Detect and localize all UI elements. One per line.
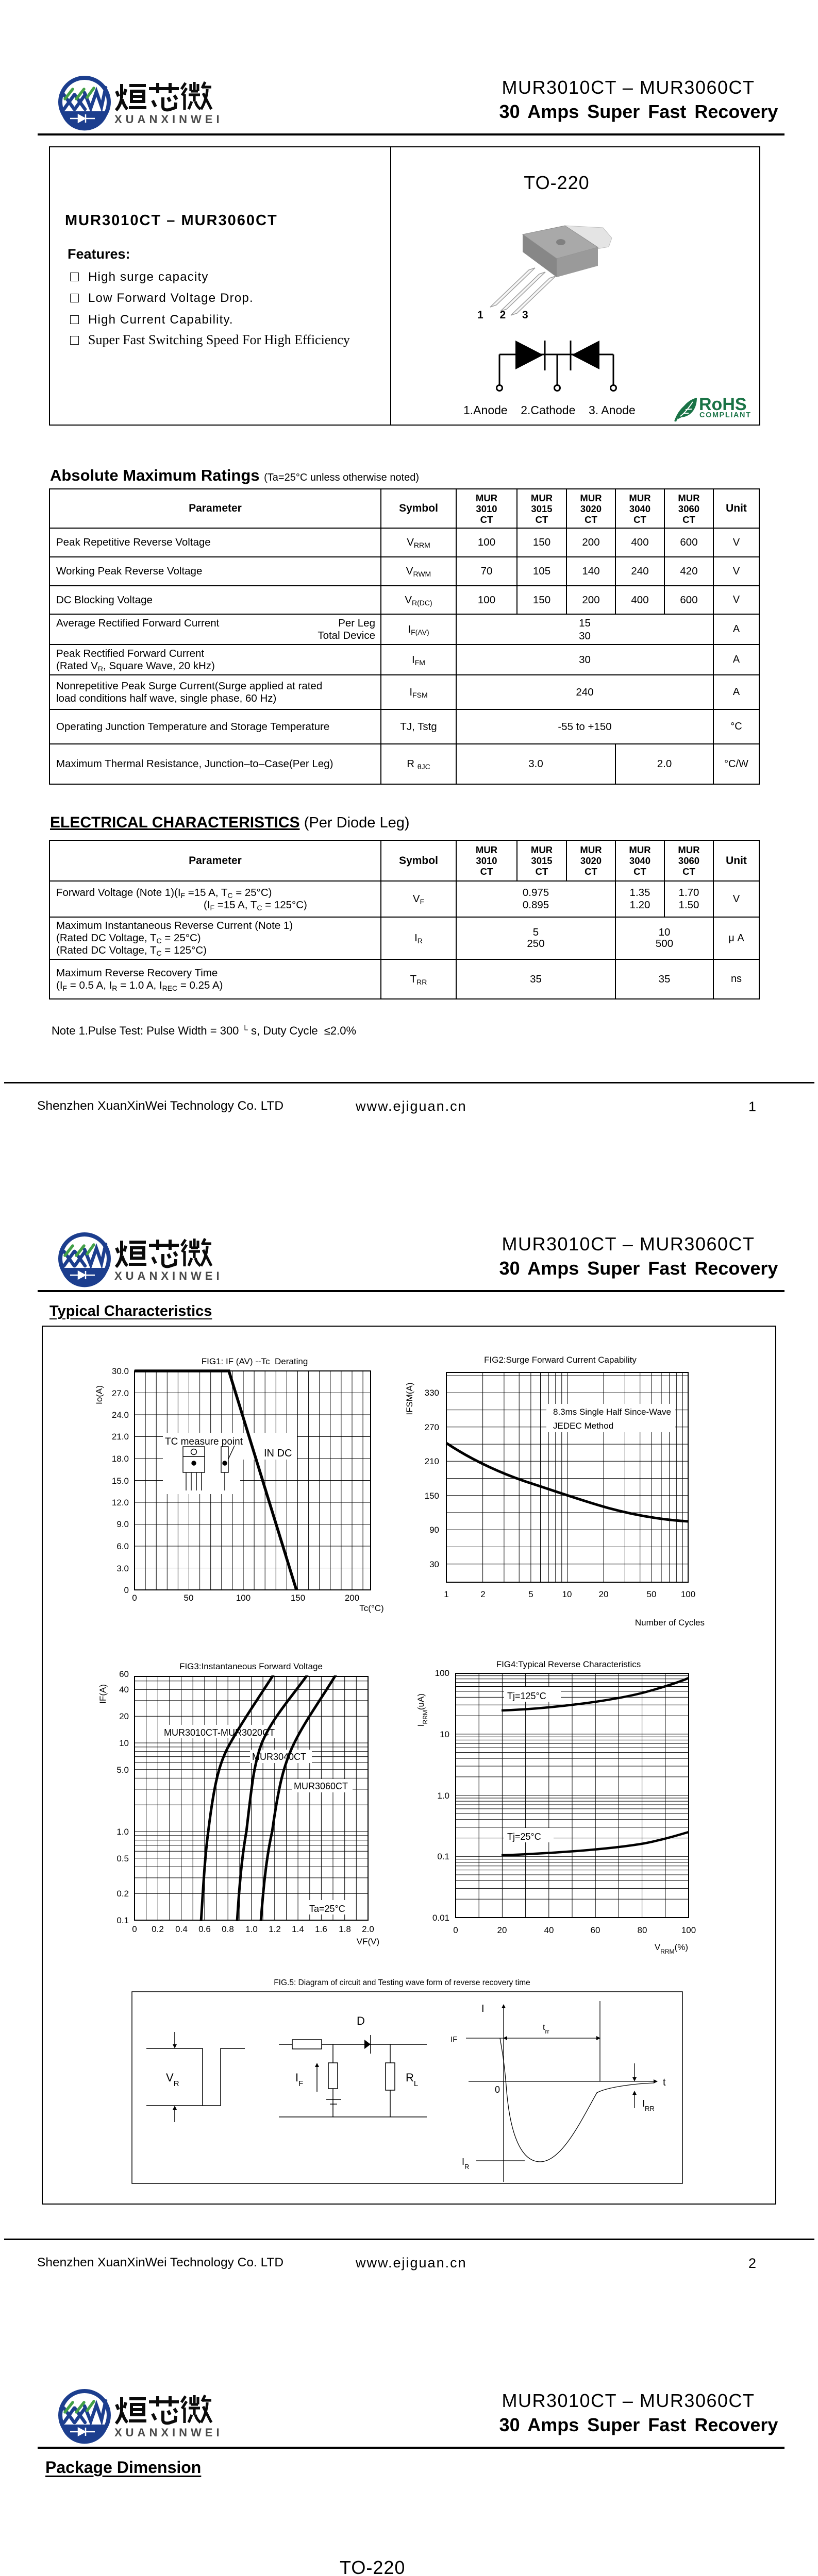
svg-text:20: 20 [119,1711,129,1721]
svg-text:Ta=25°C: Ta=25°C [309,1904,345,1914]
svg-text:MUR3060CT: MUR3060CT [294,1781,348,1791]
svg-text:50: 50 [184,1593,194,1603]
svg-text:150: 150 [291,1593,305,1603]
svg-text:IN DC: IN DC [264,1448,292,1459]
svg-text:IF(A): IF(A) [98,1684,108,1704]
svg-text:60: 60 [591,1925,600,1935]
svg-text:270: 270 [425,1422,439,1432]
svg-text:9.0: 9.0 [116,1519,129,1529]
svg-text:0: 0 [132,1924,137,1934]
svg-text:1.2: 1.2 [269,1924,281,1934]
svg-text:IF: IF [450,2035,457,2044]
svg-text:30: 30 [429,1560,439,1569]
svg-text:0.2: 0.2 [152,1924,164,1934]
svg-text:2: 2 [480,1589,485,1599]
svg-text:JEDEC Method: JEDEC Method [553,1421,613,1431]
svg-text:20: 20 [599,1589,609,1599]
svg-text:1.0: 1.0 [116,1827,129,1837]
svg-text:MUR3040CT: MUR3040CT [252,1752,306,1762]
svg-text:0.5: 0.5 [116,1854,129,1863]
svg-text:50: 50 [647,1589,657,1599]
svg-text:FIG1: IF (AV) --Tc Derating: FIG1: IF (AV) --Tc Derating [202,1357,308,1366]
svg-text:0.2: 0.2 [116,1889,129,1899]
svg-text:1.0: 1.0 [437,1791,449,1801]
svg-text:6.0: 6.0 [116,1541,129,1551]
svg-text:Number of Cycles: Number of Cycles [635,1618,705,1628]
svg-text:IR: IR [462,2157,469,2171]
svg-text:3.0: 3.0 [116,1564,129,1573]
svg-text:IRRM(uA): IRRM(uA) [416,1693,429,1726]
svg-text:60: 60 [119,1669,129,1679]
svg-text:VRRM(%): VRRM(%) [655,1942,688,1955]
svg-text:I: I [481,2003,485,2014]
svg-text:VF(V): VF(V) [357,1937,379,1946]
svg-text:0: 0 [124,1585,129,1595]
svg-text:0.1: 0.1 [116,1916,129,1925]
svg-text:0: 0 [132,1593,137,1603]
svg-text:15.0: 15.0 [112,1476,129,1486]
svg-text:FIG2:Surge Forward Current Cap: FIG2:Surge Forward Current Capability [484,1355,637,1365]
svg-text:1.8: 1.8 [339,1924,351,1934]
svg-text:80: 80 [638,1925,647,1935]
svg-text:Tj=125°C: Tj=125°C [507,1691,546,1701]
svg-text:1: 1 [444,1589,448,1599]
svg-text:0.6: 0.6 [198,1924,211,1934]
svg-text:100: 100 [681,1589,695,1599]
svg-text:0.1: 0.1 [437,1852,449,1861]
svg-text:100: 100 [435,1668,449,1678]
svg-text:trr: trr [543,2023,549,2035]
svg-text:D: D [357,2014,365,2027]
svg-text:1.0: 1.0 [245,1924,258,1934]
svg-text:10: 10 [562,1589,572,1599]
svg-text:12.0: 12.0 [112,1498,129,1507]
svg-text:10: 10 [440,1730,449,1739]
svg-text:0: 0 [453,1925,458,1935]
svg-text:100: 100 [236,1593,251,1603]
svg-text:90: 90 [429,1525,439,1535]
svg-text:21.0: 21.0 [112,1432,129,1442]
svg-text:40: 40 [119,1685,129,1694]
svg-text:1.6: 1.6 [315,1924,327,1934]
svg-text:0: 0 [495,2084,500,2095]
svg-text:100: 100 [681,1925,696,1935]
svg-text:2.0: 2.0 [362,1924,374,1934]
svg-text:0.4: 0.4 [175,1924,188,1934]
svg-text:10: 10 [119,1738,129,1748]
svg-text:150: 150 [425,1491,439,1501]
svg-text:330: 330 [425,1388,439,1398]
svg-text:8.3ms Single Half Since-Wave: 8.3ms Single Half Since-Wave [553,1407,671,1417]
svg-text:5.0: 5.0 [116,1765,129,1775]
svg-text:24.0: 24.0 [112,1410,129,1420]
svg-text:0.01: 0.01 [432,1913,449,1923]
svg-text:30.0: 30.0 [112,1366,129,1376]
svg-text:IRR: IRR [642,2098,655,2112]
svg-text:IF: IF [295,2071,303,2088]
svg-text:VR: VR [166,2071,179,2088]
svg-text:Io(A): Io(A) [94,1385,104,1404]
svg-text:210: 210 [425,1456,439,1466]
svg-text:40: 40 [544,1925,554,1935]
svg-text:Tj=25°C: Tj=25°C [507,1832,541,1842]
svg-text:MUR3010CT-MUR3020CT: MUR3010CT-MUR3020CT [164,1727,275,1738]
svg-text:FIG3:Instantaneous Forward Vol: FIG3:Instantaneous Forward Voltage [179,1662,323,1671]
svg-text:FIG4:Typical Reverse Character: FIG4:Typical Reverse Characteristics [496,1659,641,1669]
svg-text:RoHS: RoHS [699,395,747,414]
svg-text:FIG.5: Diagram of circuit and: FIG.5: Diagram of circuit and Testing wa… [274,1978,530,1987]
svg-text:IFSM(A): IFSM(A) [405,1382,414,1415]
svg-text:Tc(°C): Tc(°C) [359,1603,383,1613]
svg-text:t: t [663,2077,666,2088]
svg-text:RL: RL [406,2071,418,2088]
svg-text:5: 5 [528,1589,533,1599]
svg-text:COMPLIANT: COMPLIANT [699,411,752,419]
svg-text:0.8: 0.8 [222,1924,234,1934]
svg-text:TC measure point: TC measure point [165,1436,243,1447]
svg-text:20: 20 [497,1925,507,1935]
svg-text:1.4: 1.4 [292,1924,304,1934]
svg-text:18.0: 18.0 [112,1454,129,1464]
svg-text:200: 200 [345,1593,359,1603]
svg-text:27.0: 27.0 [112,1388,129,1398]
